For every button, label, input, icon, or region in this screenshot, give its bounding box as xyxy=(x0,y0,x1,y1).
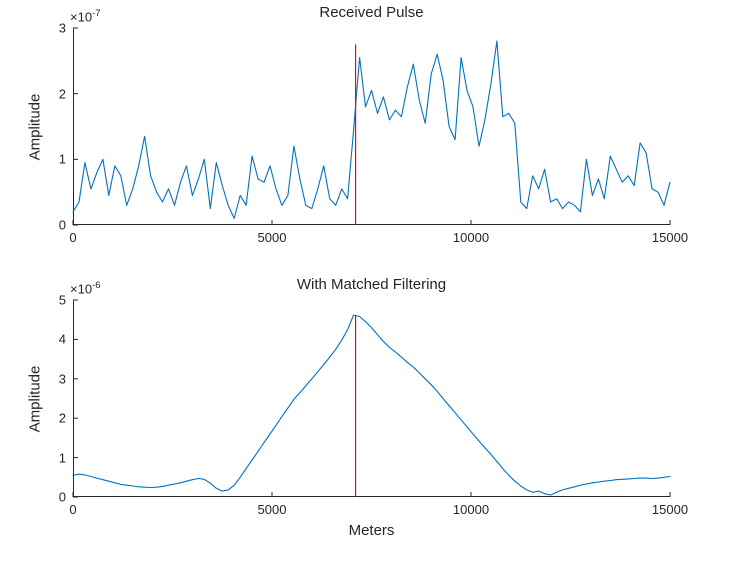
x-tick-label: 5000 xyxy=(257,502,287,517)
plot-canvas-received-pulse xyxy=(72,27,671,226)
y-tick-label: 0 xyxy=(58,489,66,505)
exponent-base: ×10 xyxy=(70,281,93,297)
x-axis-label: Meters xyxy=(348,522,395,539)
y-tick-label: 3 xyxy=(58,371,66,387)
y-tick-label: 5 xyxy=(58,292,66,308)
x-tick-label: 15000 xyxy=(651,230,689,245)
x-tick-label: 10000 xyxy=(452,502,490,517)
y-tick-label: 1 xyxy=(58,151,66,167)
x-tick-label: 15000 xyxy=(651,502,689,517)
y-tick-label: 0 xyxy=(58,217,66,233)
x-tick-label: 5000 xyxy=(257,230,287,245)
y-tick-label: 4 xyxy=(58,331,66,347)
y-tick-label: 2 xyxy=(58,86,66,102)
subplot-matched-filtering: With Matched Filtering ×10-6 Amplitude M… xyxy=(27,276,689,539)
plot-title-matched-filtering: With Matched Filtering xyxy=(296,276,447,293)
exponent-power: -6 xyxy=(92,280,101,291)
signal-line xyxy=(72,314,671,496)
exponent-base: ×10 xyxy=(70,9,93,25)
y-axis-label-bottom: Amplitude xyxy=(26,365,44,432)
x-tick-label: 0 xyxy=(69,502,77,517)
y-tick-label: 1 xyxy=(58,450,66,466)
y-axis-exponent-label-bottom: ×10-6 xyxy=(70,280,101,296)
signal-line xyxy=(72,40,671,219)
plot-title-received-pulse: Received Pulse xyxy=(319,4,424,21)
x-tick-label: 0 xyxy=(69,230,77,245)
subplot-received-pulse: Received Pulse ×10-7 Amplitude 0 5000 1000… xyxy=(27,4,689,245)
y-tick-label: 3 xyxy=(58,20,66,36)
y-axis-exponent-label-top: ×10-7 xyxy=(70,8,101,24)
exponent-power: -7 xyxy=(92,8,101,19)
y-tick-label: 2 xyxy=(58,410,66,426)
plot-canvas-matched-filtering xyxy=(72,299,671,498)
y-axis-label-top: Amplitude xyxy=(26,93,44,160)
x-tick-label: 10000 xyxy=(452,230,490,245)
